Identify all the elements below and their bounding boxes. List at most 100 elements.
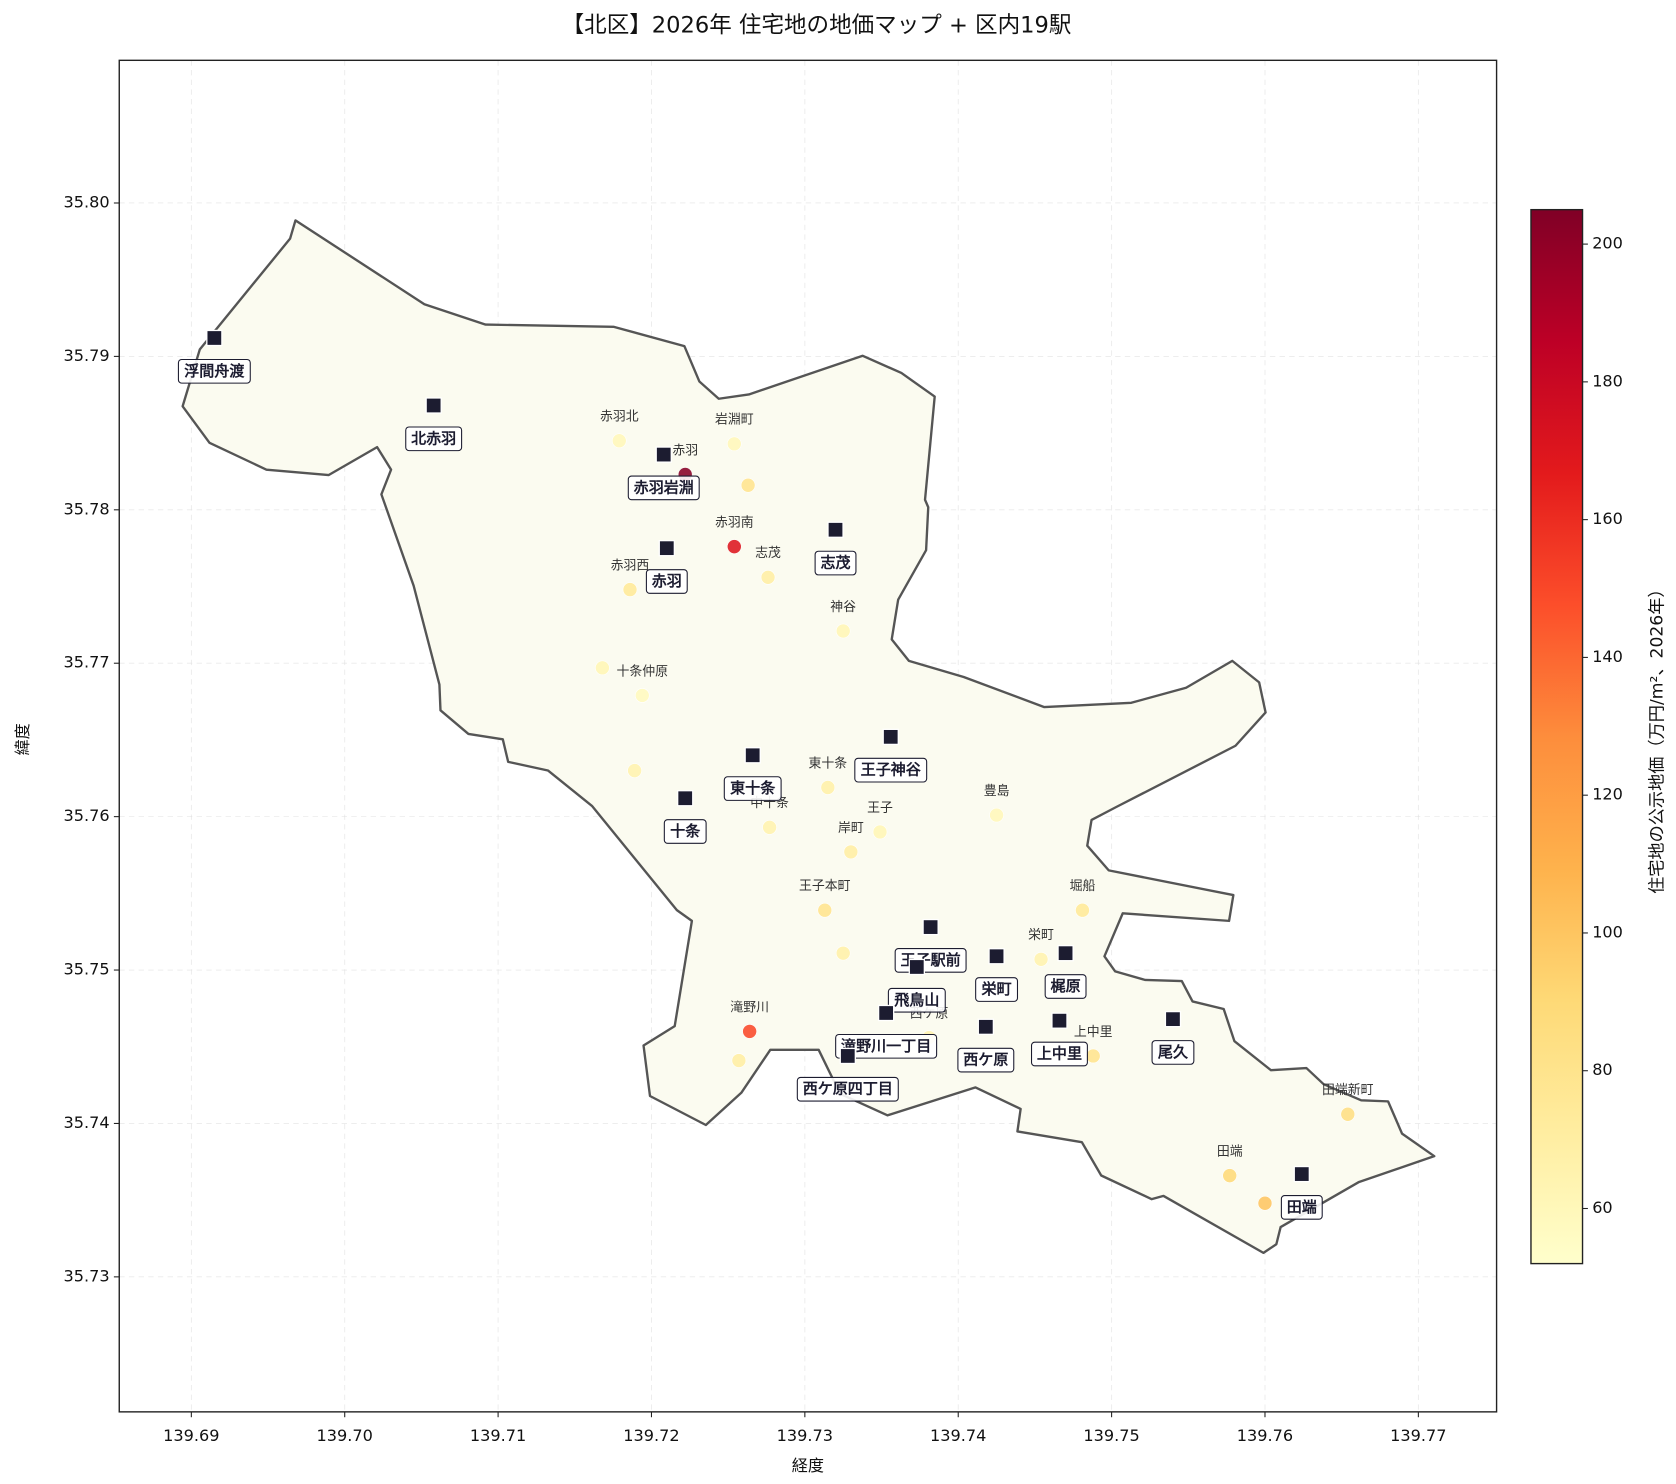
station-label-box (663, 819, 707, 844)
land-price-label: 赤羽北 (600, 410, 639, 425)
land-price-point (820, 780, 836, 795)
y-tick-label: 35.75 (63, 960, 109, 979)
land-price-point (989, 807, 1004, 823)
station-label: 飛鳥山 (893, 991, 939, 1009)
station-marker (877, 1004, 895, 1022)
station-label: 東十条 (730, 779, 776, 797)
y-tick-label: 35.73 (63, 1266, 109, 1285)
station-label-box (1044, 974, 1087, 999)
station-label: 上中里 (1037, 1044, 1082, 1062)
land-price-label: 志茂 (755, 546, 781, 561)
land-price-point (1257, 1195, 1273, 1211)
land-price-label: 上中里 (1074, 1025, 1113, 1040)
station-marker (1057, 945, 1074, 962)
station-label-box (975, 977, 1019, 1002)
land-price-point (635, 688, 650, 703)
x-tick-label: 139.71 (470, 1426, 526, 1445)
land-price-label: 岸町 (838, 821, 864, 836)
station-label: 尾久 (1158, 1043, 1189, 1061)
x-tick-label: 139.69 (163, 1426, 219, 1445)
station-marker (908, 958, 925, 976)
station-marker (839, 1047, 856, 1065)
colorbar-tick-label: 180 (1592, 371, 1623, 390)
station-label-box (957, 1047, 1015, 1073)
y-axis-label: 緯度 (13, 723, 32, 755)
land-price-point (727, 539, 742, 554)
land-price-point (740, 478, 756, 493)
station-label: 田端 (1287, 1198, 1317, 1216)
station-label: 梶原 (1051, 977, 1081, 995)
station-label: 栄町 (981, 980, 1012, 998)
station-label-box (1280, 1195, 1323, 1220)
station-marker (922, 918, 939, 936)
land-price-point (595, 660, 610, 676)
y-tick-label: 35.74 (63, 1113, 109, 1132)
land-price-label: 田端新町 (1322, 1082, 1374, 1098)
land-price-point (835, 623, 851, 639)
station-label-box (887, 987, 946, 1013)
station-label-box (796, 1076, 899, 1102)
land-price-label: 王子 (867, 801, 893, 816)
land-price-point (622, 582, 638, 597)
station-label-box (1030, 1041, 1088, 1067)
x-tick-label: 139.74 (930, 1426, 986, 1445)
land-price-point (1085, 1048, 1101, 1064)
land-price-label: 赤羽 (672, 443, 698, 458)
land-price-point (612, 433, 627, 449)
land-price-label: 赤羽南 (715, 514, 754, 530)
station-marker (1293, 1165, 1310, 1183)
colorbar-tick-label: 60 (1592, 1198, 1613, 1217)
x-tick-label: 139.76 (1237, 1426, 1293, 1445)
land-price-point (872, 824, 888, 840)
station-marker (425, 397, 442, 414)
land-price-point (1075, 902, 1090, 918)
x-tick-label: 139.70 (317, 1426, 373, 1445)
land-price-point (1340, 1106, 1356, 1122)
land-price-label: 堀船 (1070, 879, 1096, 894)
station-label: 北赤羽 (411, 429, 456, 447)
land-price-label: 王子本町 (799, 879, 851, 894)
station-marker (1164, 1010, 1182, 1028)
station-marker (827, 521, 844, 538)
station-label-box (1151, 1040, 1195, 1065)
colorbar-tick-label: 160 (1592, 509, 1623, 528)
land-price-label: 豊島 (984, 784, 1010, 799)
x-tick-label: 139.75 (1083, 1426, 1139, 1445)
colorbar-tick-label: 200 (1592, 234, 1623, 253)
land-price-label: 栄町 (1028, 928, 1054, 943)
station-label-box (835, 1033, 938, 1059)
station-label: 赤羽 (652, 572, 682, 590)
y-tick-label: 35.80 (63, 192, 109, 211)
land-price-point (742, 1024, 757, 1039)
station-marker (658, 539, 675, 557)
land-price-label: 赤羽西 (611, 558, 650, 573)
x-tick-label: 139.73 (777, 1426, 833, 1445)
station-label-box (645, 569, 688, 594)
colorbar-tick-label: 100 (1592, 922, 1623, 941)
land-price-label: 滝野川 (730, 1000, 769, 1015)
land-price-label: 田端 (1217, 1144, 1243, 1159)
colorbar-tick-label: 140 (1592, 647, 1623, 666)
land-price-point (843, 844, 859, 860)
plot-frame (118, 59, 1498, 1413)
colorbar-tick-label: 80 (1592, 1060, 1613, 1079)
land-price-label: 東十条 (809, 755, 848, 771)
station-label: 志茂 (820, 554, 850, 572)
station-marker (677, 790, 694, 807)
station-marker (988, 948, 1005, 965)
x-tick-label: 139.77 (1390, 1426, 1446, 1445)
station-marker (1051, 1012, 1068, 1029)
station-label: 滝野川一丁目 (841, 1037, 931, 1055)
station-label: 浮間舟渡 (184, 362, 245, 380)
y-tick-label: 35.77 (63, 653, 109, 672)
colorbar (1530, 208, 1584, 1265)
station-label: 赤羽岩淵 (634, 478, 694, 496)
x-tick-label: 139.72 (623, 1426, 679, 1445)
land-price-point (731, 1053, 747, 1068)
land-price-point (835, 945, 851, 961)
station-marker (882, 728, 899, 746)
land-price-point (817, 902, 833, 918)
x-axis-label: 経度 (792, 1456, 824, 1475)
station-label-box (814, 550, 857, 576)
